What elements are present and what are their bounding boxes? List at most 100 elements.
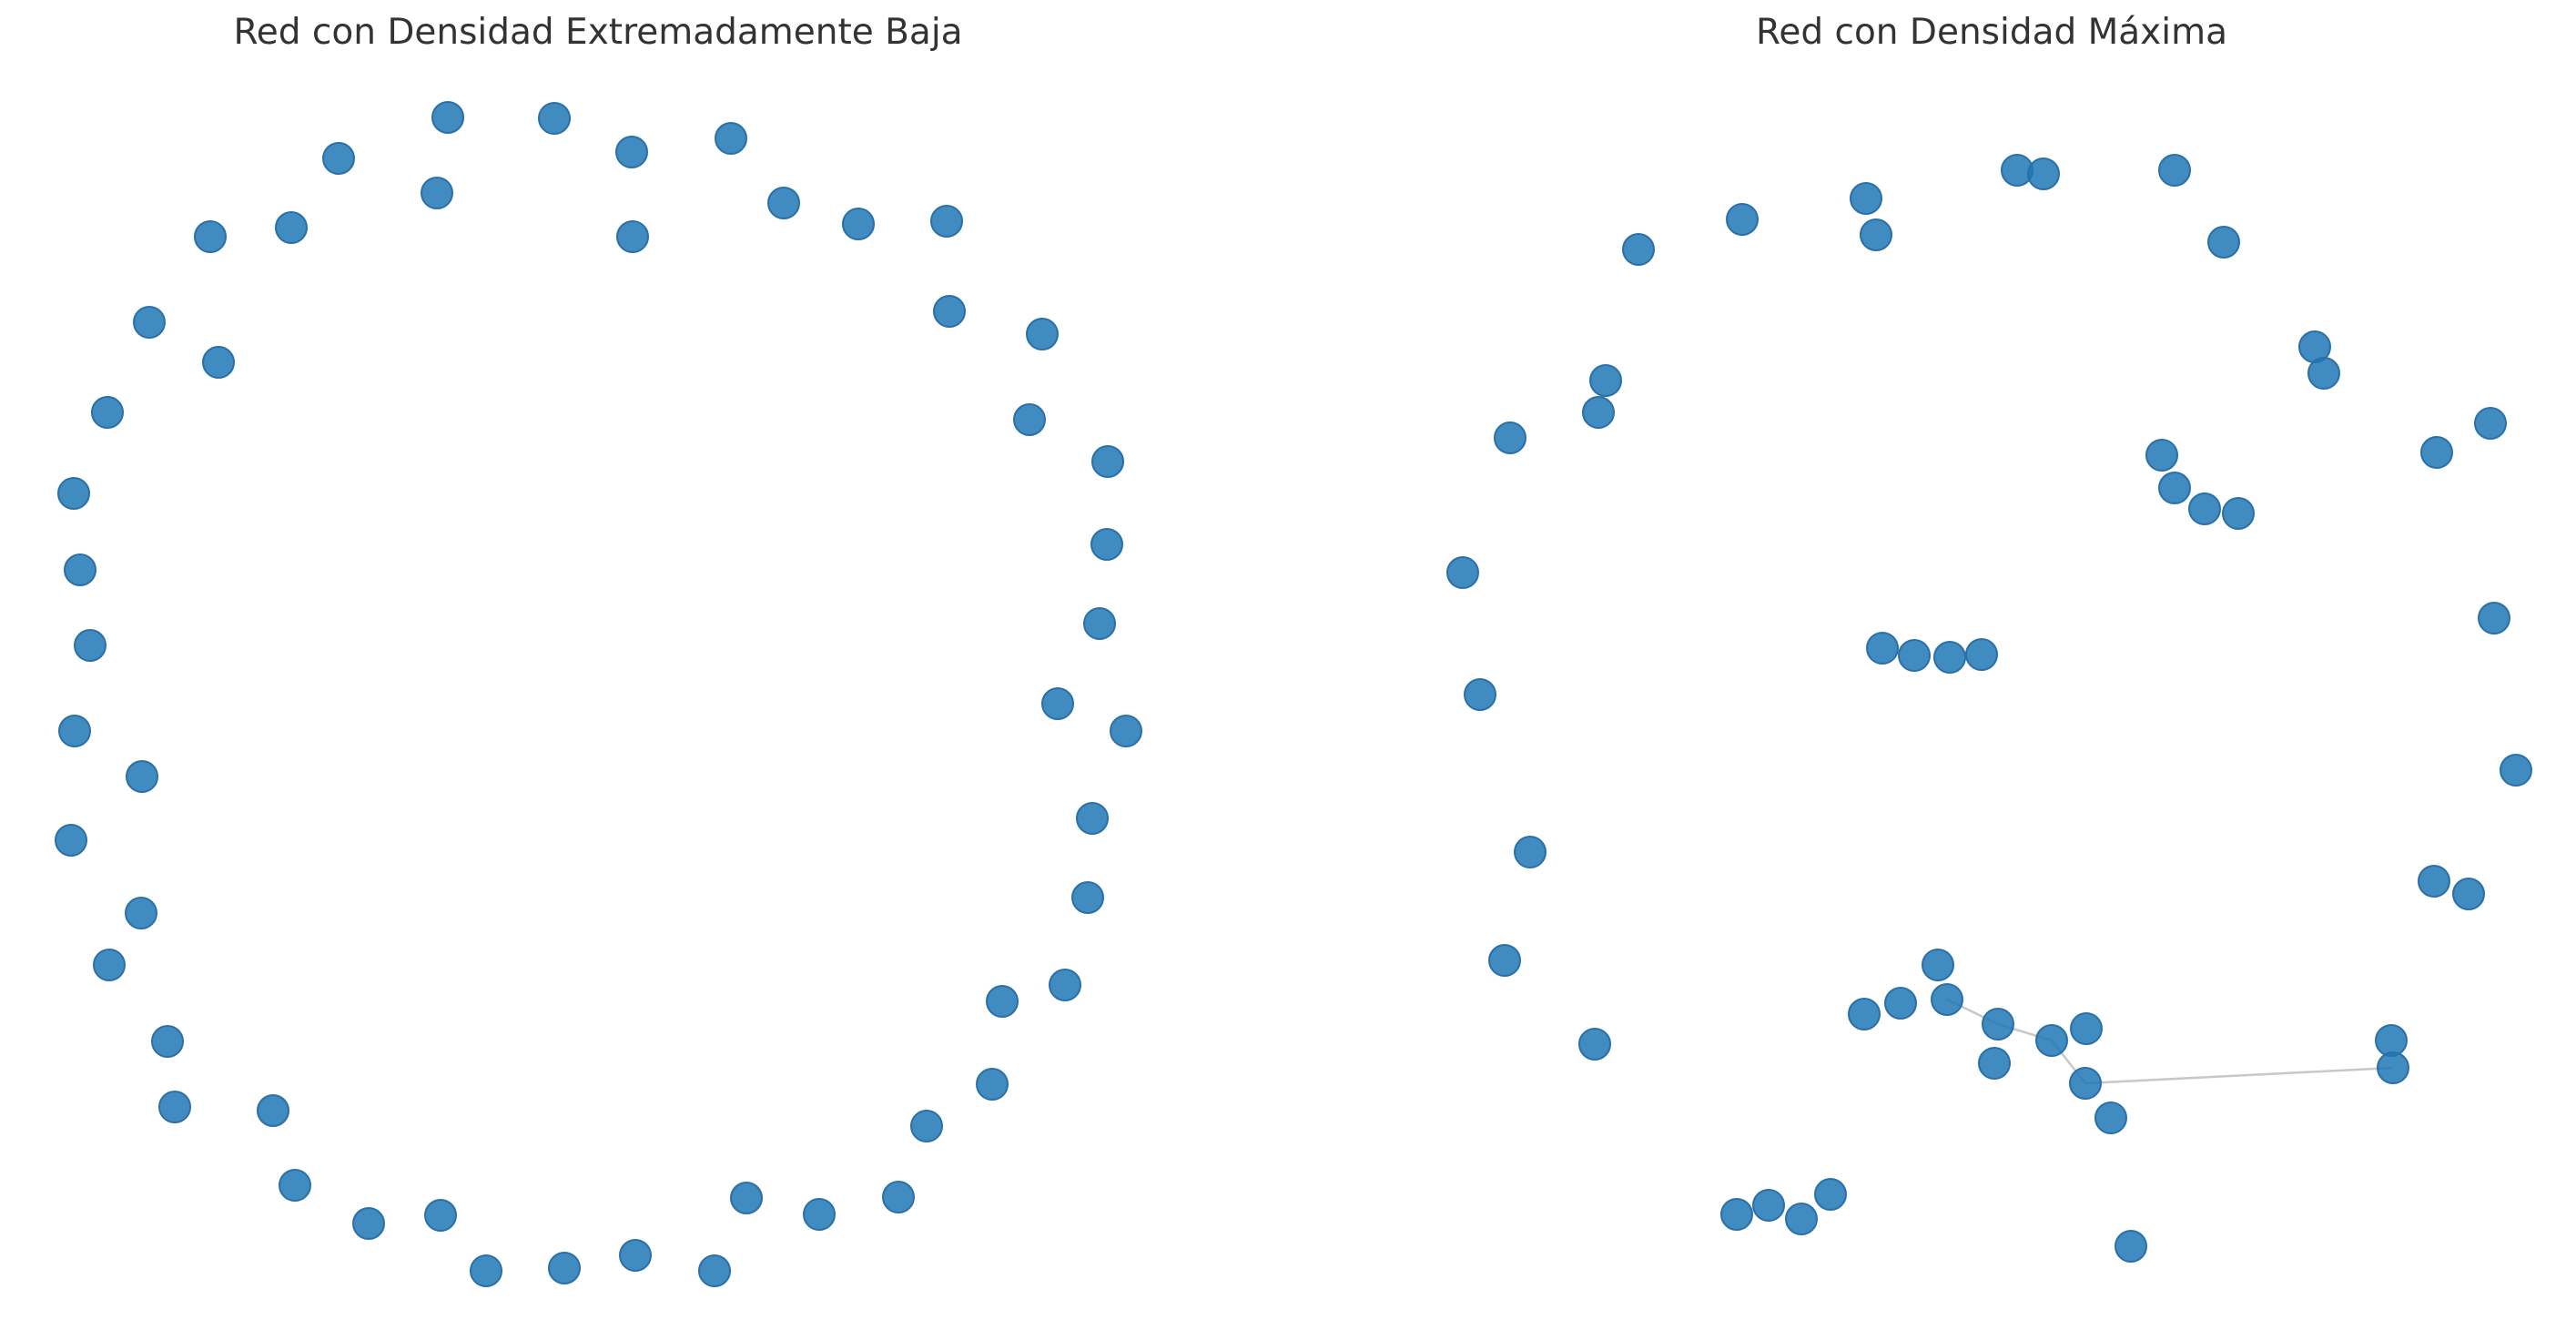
- graph-node: [2145, 439, 2178, 472]
- graph-node: [1091, 445, 1124, 478]
- graph-node: [322, 142, 355, 175]
- graph-node: [2222, 497, 2255, 530]
- graph-node: [1488, 944, 1521, 977]
- panel-low-density: Red con Densidad Extremadamente Baja: [55, 12, 1142, 1287]
- graph-node: [1931, 983, 1963, 1016]
- graph-node: [2420, 436, 2453, 469]
- graph-node: [2500, 754, 2532, 787]
- graph-node: [2474, 407, 2507, 440]
- graph-node: [2478, 602, 2510, 634]
- graph-node: [1965, 638, 1998, 671]
- graph-node: [930, 205, 963, 238]
- graph-node: [2418, 865, 2450, 898]
- graph-node: [767, 187, 800, 219]
- graph-node: [2377, 1051, 2409, 1084]
- graph-node: [986, 985, 1019, 1018]
- graph-node: [1860, 218, 1892, 251]
- graph-node: [1726, 203, 1759, 236]
- graph-node: [1978, 1047, 2011, 1080]
- graph-node: [158, 1091, 191, 1123]
- graph-node: [1720, 1198, 1753, 1231]
- graph-node: [194, 220, 227, 253]
- graph-node: [1898, 639, 1931, 672]
- graph-node: [55, 824, 87, 857]
- graph-node: [57, 477, 90, 510]
- graph-node: [1922, 949, 1954, 981]
- graph-node: [1071, 881, 1104, 914]
- graph-node: [257, 1094, 289, 1127]
- graph-node: [1494, 421, 1526, 454]
- graph-node: [431, 101, 464, 134]
- graph-node: [1076, 802, 1109, 835]
- graph-node: [2069, 1067, 2102, 1100]
- graph-node: [1589, 364, 1622, 397]
- panel-title-max-density: Red con Densidad Máxima: [1756, 12, 2227, 53]
- graph-node: [1848, 998, 1881, 1030]
- graph-node: [151, 1025, 184, 1058]
- graph-node: [1982, 1008, 2014, 1041]
- graph-node: [882, 1181, 915, 1213]
- graph-node: [1110, 715, 1142, 747]
- graph-node: [2158, 472, 2191, 504]
- graph-node: [1884, 987, 1917, 1020]
- edges-group: [1946, 998, 2394, 1085]
- graph-node: [202, 346, 235, 379]
- graph-node: [1514, 836, 1547, 868]
- graph-node: [1013, 403, 1046, 436]
- graph-node: [715, 122, 747, 155]
- graph-node: [1622, 233, 1655, 266]
- graph-node: [64, 553, 96, 586]
- graph-node: [615, 136, 648, 168]
- panel-title-low-density: Red con Densidad Extremadamente Baja: [233, 12, 962, 53]
- graph-node: [538, 102, 571, 135]
- graph-node: [910, 1110, 943, 1142]
- graph-node: [2027, 157, 2060, 190]
- graph-node: [730, 1182, 763, 1214]
- nodes-group: [55, 101, 1142, 1287]
- graph-node: [2188, 492, 2221, 525]
- graph-node: [421, 177, 453, 209]
- graph-node: [619, 1239, 652, 1272]
- graph-node: [470, 1254, 502, 1287]
- graph-node: [2207, 226, 2240, 259]
- graph-node: [424, 1199, 457, 1232]
- graph-node: [1866, 632, 1899, 665]
- graph-node: [803, 1198, 836, 1231]
- graph-node: [1933, 641, 1966, 674]
- graph-node: [93, 949, 126, 981]
- graph-node: [279, 1169, 311, 1202]
- graph-node: [126, 760, 158, 793]
- graph-node: [2070, 1012, 2103, 1045]
- graph-node: [698, 1254, 731, 1287]
- graph-node: [842, 208, 875, 240]
- graph-edge: [2084, 1066, 2394, 1085]
- graph-node: [74, 629, 106, 662]
- graph-node: [133, 306, 166, 339]
- graph-node: [1049, 969, 1081, 1001]
- graph-node: [275, 211, 308, 244]
- graph-node: [1582, 396, 1615, 429]
- graph-node: [933, 295, 966, 328]
- panel-max-density: Red con Densidad Máxima: [1446, 12, 2532, 1263]
- nodes-group: [1446, 154, 2532, 1263]
- graph-node: [548, 1252, 581, 1284]
- graph-node: [2307, 357, 2340, 390]
- graph-node: [2094, 1101, 2127, 1134]
- graph-node: [1083, 607, 1116, 640]
- graph-node: [1850, 182, 1882, 215]
- graph-node: [58, 715, 91, 747]
- graph-node: [1464, 678, 1496, 711]
- graph-node: [1752, 1189, 1785, 1222]
- graph-node: [1090, 528, 1123, 561]
- graph-node: [1026, 318, 1059, 350]
- graph-node: [2115, 1230, 2147, 1263]
- graph-node: [125, 897, 157, 929]
- graph-node: [1578, 1028, 1611, 1061]
- graph-node: [1814, 1178, 1847, 1211]
- graph-node: [2452, 878, 2485, 910]
- graph-node: [1446, 556, 1479, 589]
- graph-node: [91, 396, 124, 429]
- graph-node: [1785, 1203, 1818, 1235]
- graph-node: [616, 220, 649, 253]
